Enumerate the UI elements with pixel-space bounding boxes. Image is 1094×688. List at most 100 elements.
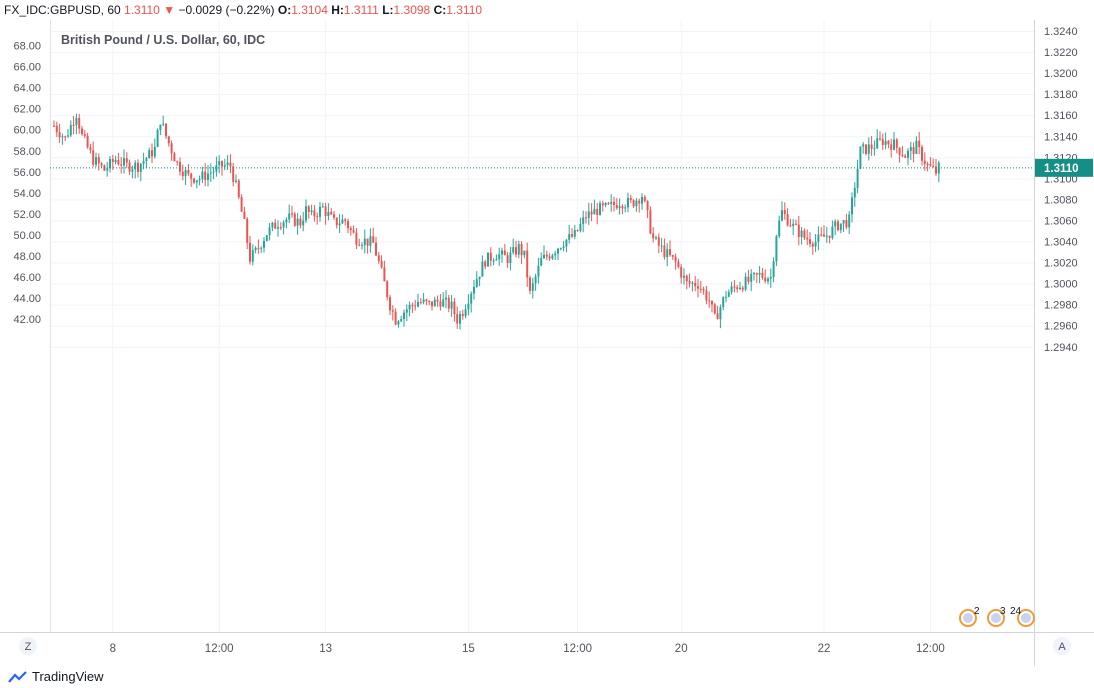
candle-body [789,225,792,227]
candle-body [635,200,638,207]
left-axis-labels: 68.00 66.00 64.00 62.00 60.00 58.00 56.00 54.00… [13,41,41,327]
candle-body [453,301,456,315]
candle-body [403,312,405,320]
candle-body [865,144,867,154]
candle-body [246,218,249,243]
right-axis-tick-label: 1.3220 [1044,47,1078,59]
candle-body [226,162,229,166]
right-axis-tick-label: 1.3240 [1044,26,1078,38]
candle-body [165,123,167,137]
close-label: C: [433,3,447,17]
price-chart[interactable]: 68.00 66.00 64.00 62.00 60.00 58.00 56.00 54.00… [0,0,1094,666]
candle-body [515,247,517,255]
event-markers[interactable]: 2 3 24 [959,606,1035,627]
auto-scale-button[interactable]: A [1053,637,1071,655]
right-axis-tick-label: 1.3060 [1044,215,1078,227]
candle-body [713,304,716,314]
candle-body [923,160,926,164]
candle-body [433,299,436,307]
time-axis-tick-label: 20 [675,643,688,655]
candle-body [492,260,495,262]
candle-body [767,278,769,282]
candle-body [109,158,111,169]
candle-body [389,297,391,311]
tradingview-logo[interactable]: TradingView [8,666,104,688]
candle-body [741,287,744,290]
right-axis-labels: 1.3240 1.3220 1.3200 1.3180 1.3160 1.3140 1.31… [1044,26,1078,354]
candle-body [627,198,629,208]
candle-body [159,124,162,130]
candle-body [338,223,341,226]
candle-body [557,248,559,254]
candle-body [405,309,408,313]
candle-body [333,214,335,218]
candle-body [148,150,151,159]
candle-body [181,171,184,177]
candle-body [828,235,831,238]
candle-body [212,171,215,173]
candle-body [758,272,761,275]
candle-body [162,123,165,125]
candle-body [803,230,806,238]
candle-body [520,244,523,256]
candle-body [881,138,884,145]
candle-body [170,143,173,154]
candle-body [445,297,447,300]
candle-body [372,236,375,243]
candle-body [173,153,176,162]
right-axis-tick-label: 1.3080 [1044,194,1078,206]
candle-body [83,134,86,136]
time-axis-tick-label: 12:00 [205,643,234,655]
candle-body [495,259,498,261]
event-flag-icon[interactable]: 2 [959,606,980,627]
symbol-name[interactable]: FX_IDC:GBPUSD, 60 [4,3,121,17]
candle-body [391,310,394,312]
event-flag-icon[interactable]: 24 [1010,606,1035,627]
candle-body [548,256,551,259]
time-axis-tick-label: 22 [818,643,831,655]
tradingview-logo-icon [8,671,27,683]
candle-body [655,237,657,239]
timezone-button[interactable]: Z [19,637,37,655]
candle-body [529,277,531,291]
left-axis-tick-label: 56.00 [13,167,41,179]
candle-body [680,266,683,278]
candle-body [554,253,557,256]
candle-body [422,299,425,303]
candle-body [321,206,324,208]
candle-body [873,148,876,150]
right-axis-tick-label: 1.3040 [1044,237,1078,249]
candle-body [195,180,198,183]
candle-body [240,197,243,212]
candle-body [386,281,389,298]
candle-body [363,238,366,246]
candle-body [313,210,316,217]
candle-body [853,187,856,198]
candle-body [361,245,363,247]
candle-body [904,155,907,158]
event-flag-icon[interactable]: 3 [987,606,1006,627]
candle-body [428,300,431,302]
candle-body [114,160,117,163]
candle-body [503,250,506,256]
candle-body [778,220,781,237]
candle-body [607,203,610,205]
candle-body [761,272,764,278]
candle-body [585,217,587,219]
candle-body [456,314,459,324]
triangle-down-icon: ▼ [163,3,176,17]
left-axis-tick-label: 62.00 [13,104,41,116]
candle-body [111,158,114,163]
right-axis-tick-label: 1.2960 [1044,321,1078,333]
candle-body [753,273,755,275]
candle-body [506,255,509,264]
candle-body [685,275,688,282]
candle-body [366,238,369,246]
candle-body [929,164,932,166]
candle-body [786,214,789,226]
time-axis-tick-label: 8 [110,643,116,655]
candle-body [814,241,817,247]
candle-body [450,301,453,309]
candle-body [475,279,478,287]
candle-body [825,235,828,237]
